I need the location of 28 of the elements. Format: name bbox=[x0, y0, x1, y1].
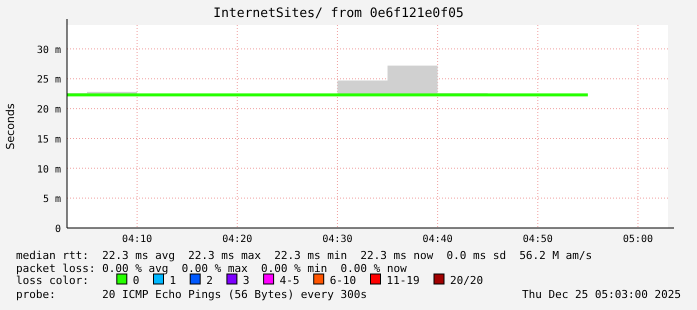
legend-label: 20/20 bbox=[450, 274, 484, 287]
chart-title: InternetSites/ from 0e6f121e0f05 bbox=[213, 6, 464, 21]
y-tick-label: 20 m bbox=[36, 104, 61, 116]
y-tick-label: 0 bbox=[54, 224, 61, 235]
text: packet loss: 0.00 % avg 0.00 % max 0.00 % min 0.00 % now bbox=[16, 262, 408, 275]
legend-label: 6-10 bbox=[330, 274, 356, 287]
y-axis-title: Seconds bbox=[4, 103, 17, 150]
x-tick-label: 04:10 bbox=[122, 234, 152, 245]
legend-title: loss color: bbox=[16, 274, 89, 287]
legend-label: 4-5 bbox=[280, 274, 300, 287]
legend-label: 2 bbox=[206, 274, 213, 287]
y-tick-label: 5 m bbox=[42, 194, 61, 206]
y-tick-label: 25 m bbox=[36, 74, 61, 86]
x-tick-label: 04:20 bbox=[222, 234, 252, 245]
y-tick-label: 15 m bbox=[36, 134, 61, 146]
text: probe: 20 ICMP Echo Pings (56 Bytes) every 300s bbox=[16, 288, 367, 301]
text: Thu Dec 25 05:03:00 2025 bbox=[522, 288, 681, 301]
text: median rtt: 22.3 ms avg 22.3 ms max 22.3 ms min 22.3 ms now 0.0 ms sd 56.2 M am/s bbox=[16, 249, 592, 262]
x-tick-label: 04:30 bbox=[322, 234, 353, 245]
legend-label: 1 bbox=[170, 274, 176, 287]
legend-label: 11-19 bbox=[386, 274, 420, 287]
x-tick-label: 04:40 bbox=[422, 234, 453, 245]
x-tick-label: 04:50 bbox=[522, 234, 553, 245]
legend-label: 3 bbox=[242, 274, 250, 287]
y-tick-label: 10 m bbox=[36, 164, 61, 176]
y-tick-label: 30 m bbox=[36, 44, 61, 56]
legend-label: 0 bbox=[132, 274, 140, 287]
x-tick-label: 05:00 bbox=[622, 234, 654, 245]
